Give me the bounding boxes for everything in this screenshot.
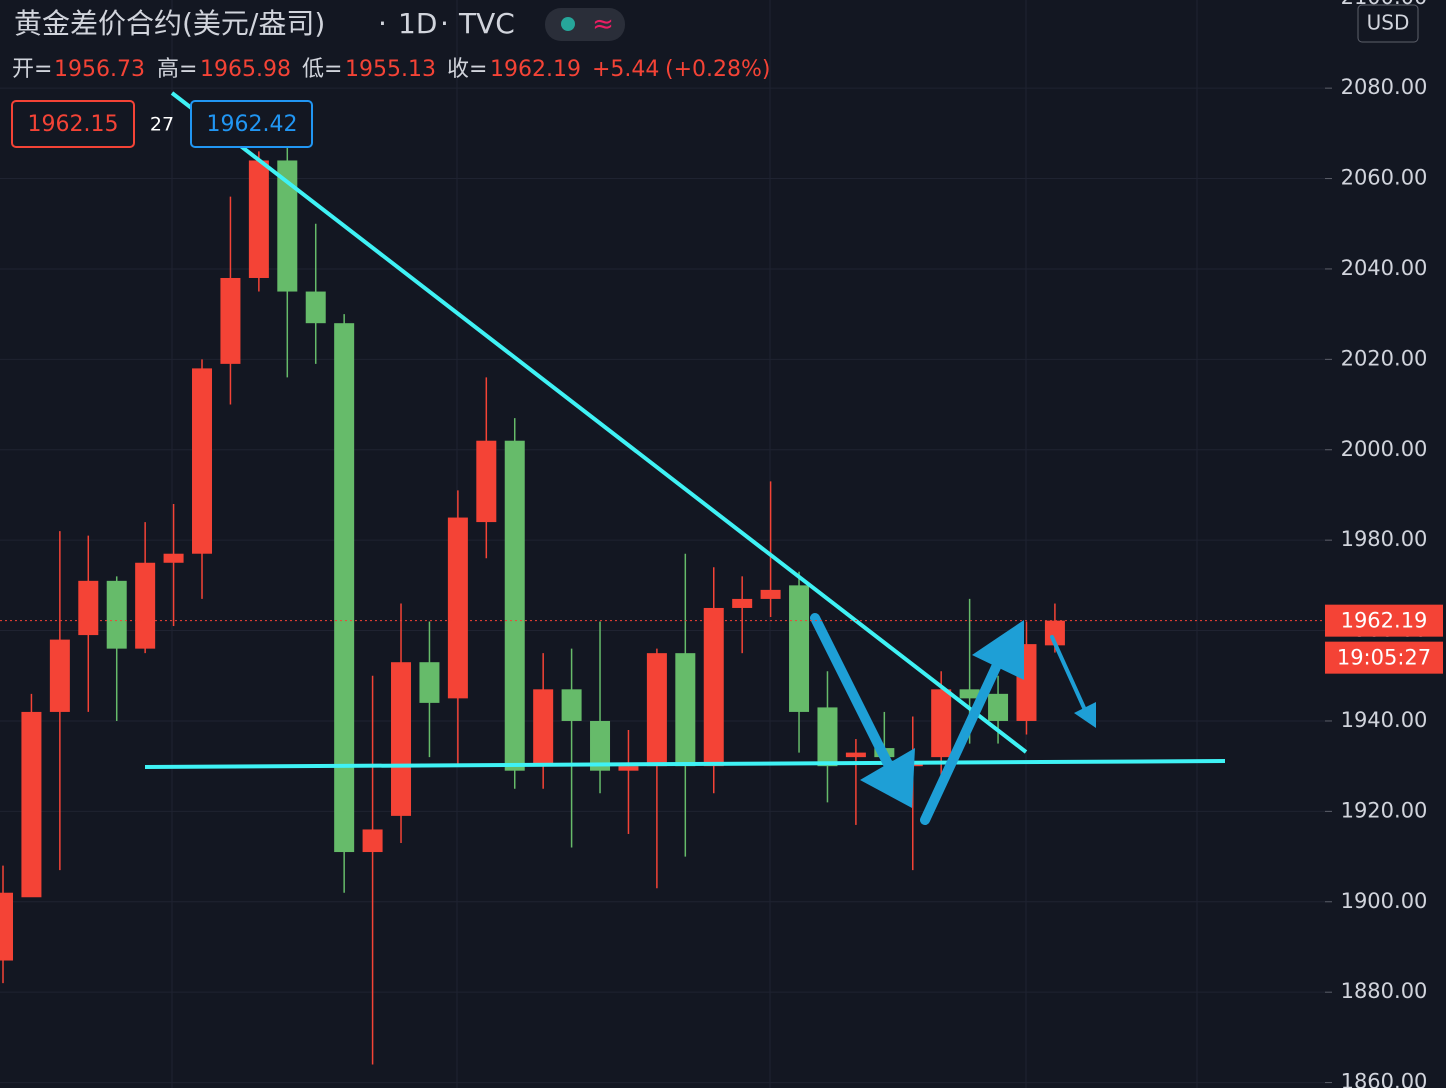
candle-body: [646, 653, 667, 767]
arrow: [1050, 635, 1087, 712]
candle-body: [391, 662, 412, 816]
candle-body: [590, 720, 611, 771]
candle-body: [135, 562, 156, 649]
status-pill[interactable]: [545, 8, 625, 41]
status-dot: [561, 17, 575, 31]
candle-body: [163, 553, 184, 563]
candle-body: [362, 829, 383, 853]
symbol: 黄金差价合约(美元/盎司): [14, 7, 325, 40]
candle-body: [21, 711, 42, 898]
candle-body: [618, 766, 639, 771]
currency: USD: [1367, 11, 1410, 35]
candle-body: [447, 517, 468, 699]
separator: ·: [378, 7, 387, 40]
last-price: 1962.19: [1341, 609, 1428, 633]
candle-body: [533, 689, 554, 767]
spread: 27: [150, 114, 174, 136]
price-axis: [1325, 0, 1446, 1088]
candle-body: [732, 598, 753, 608]
y-tick-label: 2040.00: [1341, 256, 1428, 280]
candle-body: [675, 653, 696, 767]
y-tick-label: 1920.00: [1341, 798, 1428, 822]
separator: ·: [440, 7, 449, 40]
candle-body: [476, 440, 497, 523]
ohlc-label: 低=: [302, 57, 342, 82]
candle-body: [248, 160, 269, 278]
ohlc-label: 开=: [12, 57, 52, 82]
y-tick-label: 2020.00: [1341, 346, 1428, 370]
arrow-head: [972, 620, 1024, 680]
ohlc-label: 收=: [447, 57, 487, 82]
candle-body: [192, 368, 213, 554]
y-tick-label: 1940.00: [1341, 708, 1428, 732]
last-price-box: [1325, 604, 1443, 637]
ohlc-value: 1962.19: [490, 57, 581, 82]
candle-body: [789, 585, 810, 712]
arrow: [810, 613, 897, 777]
arrow-head: [860, 748, 915, 808]
candle-body: [49, 639, 70, 712]
candle-body: [931, 689, 952, 758]
y-tick-label: 1900.00: [1341, 889, 1428, 913]
candle-body: [1044, 620, 1065, 646]
y-tick-label: 2080.00: [1341, 75, 1428, 99]
y-tick-label: 1980.00: [1341, 527, 1428, 551]
candle-body: [220, 277, 241, 364]
change-pct: (+0.28%): [665, 57, 771, 82]
candle-body: [760, 589, 781, 599]
currency-box[interactable]: [1357, 4, 1419, 43]
arrow: [920, 647, 1008, 825]
candle-body: [305, 291, 326, 324]
countdown-box: [1325, 641, 1443, 674]
ohlc-value: 1965.98: [200, 57, 291, 82]
bid-box[interactable]: [11, 100, 135, 148]
bid: 1962.15: [28, 112, 119, 137]
interval: 1D: [398, 7, 437, 40]
countdown: 19:05:27: [1337, 646, 1431, 670]
candle-body: [845, 752, 866, 758]
ask: 1962.42: [207, 112, 298, 137]
y-tick-label: 1880.00: [1341, 979, 1428, 1003]
candle-body: [817, 707, 838, 767]
y-tick-label: 1860.00: [1341, 1070, 1428, 1088]
candle-body: [959, 689, 980, 699]
support-line: [144, 759, 1226, 769]
candle-body: [504, 440, 525, 771]
ohlc-value: 1955.13: [345, 57, 436, 82]
arrow-head: [1074, 702, 1096, 728]
source: TVC: [458, 7, 515, 40]
candle-body: [561, 689, 582, 721]
candle-body: [334, 323, 355, 853]
candle-body: [78, 580, 99, 636]
y-tick-label: 2100.00: [1341, 0, 1428, 9]
trend-line: [170, 91, 1028, 754]
y-tick-label: 2060.00: [1341, 166, 1428, 190]
candle-body: [419, 662, 440, 703]
ohlc-value: 1956.73: [54, 57, 145, 82]
candle-body: [0, 892, 13, 961]
candle-body: [277, 160, 298, 292]
y-tick-label: 2000.00: [1341, 437, 1428, 461]
change: +5.44: [592, 57, 659, 82]
status-icon: ≈: [592, 10, 614, 40]
candle-body: [106, 580, 127, 649]
ohlc-label: 高=: [157, 57, 197, 82]
ask-box[interactable]: [190, 100, 313, 148]
candle-body: [988, 693, 1009, 721]
candle-body: [703, 607, 724, 767]
